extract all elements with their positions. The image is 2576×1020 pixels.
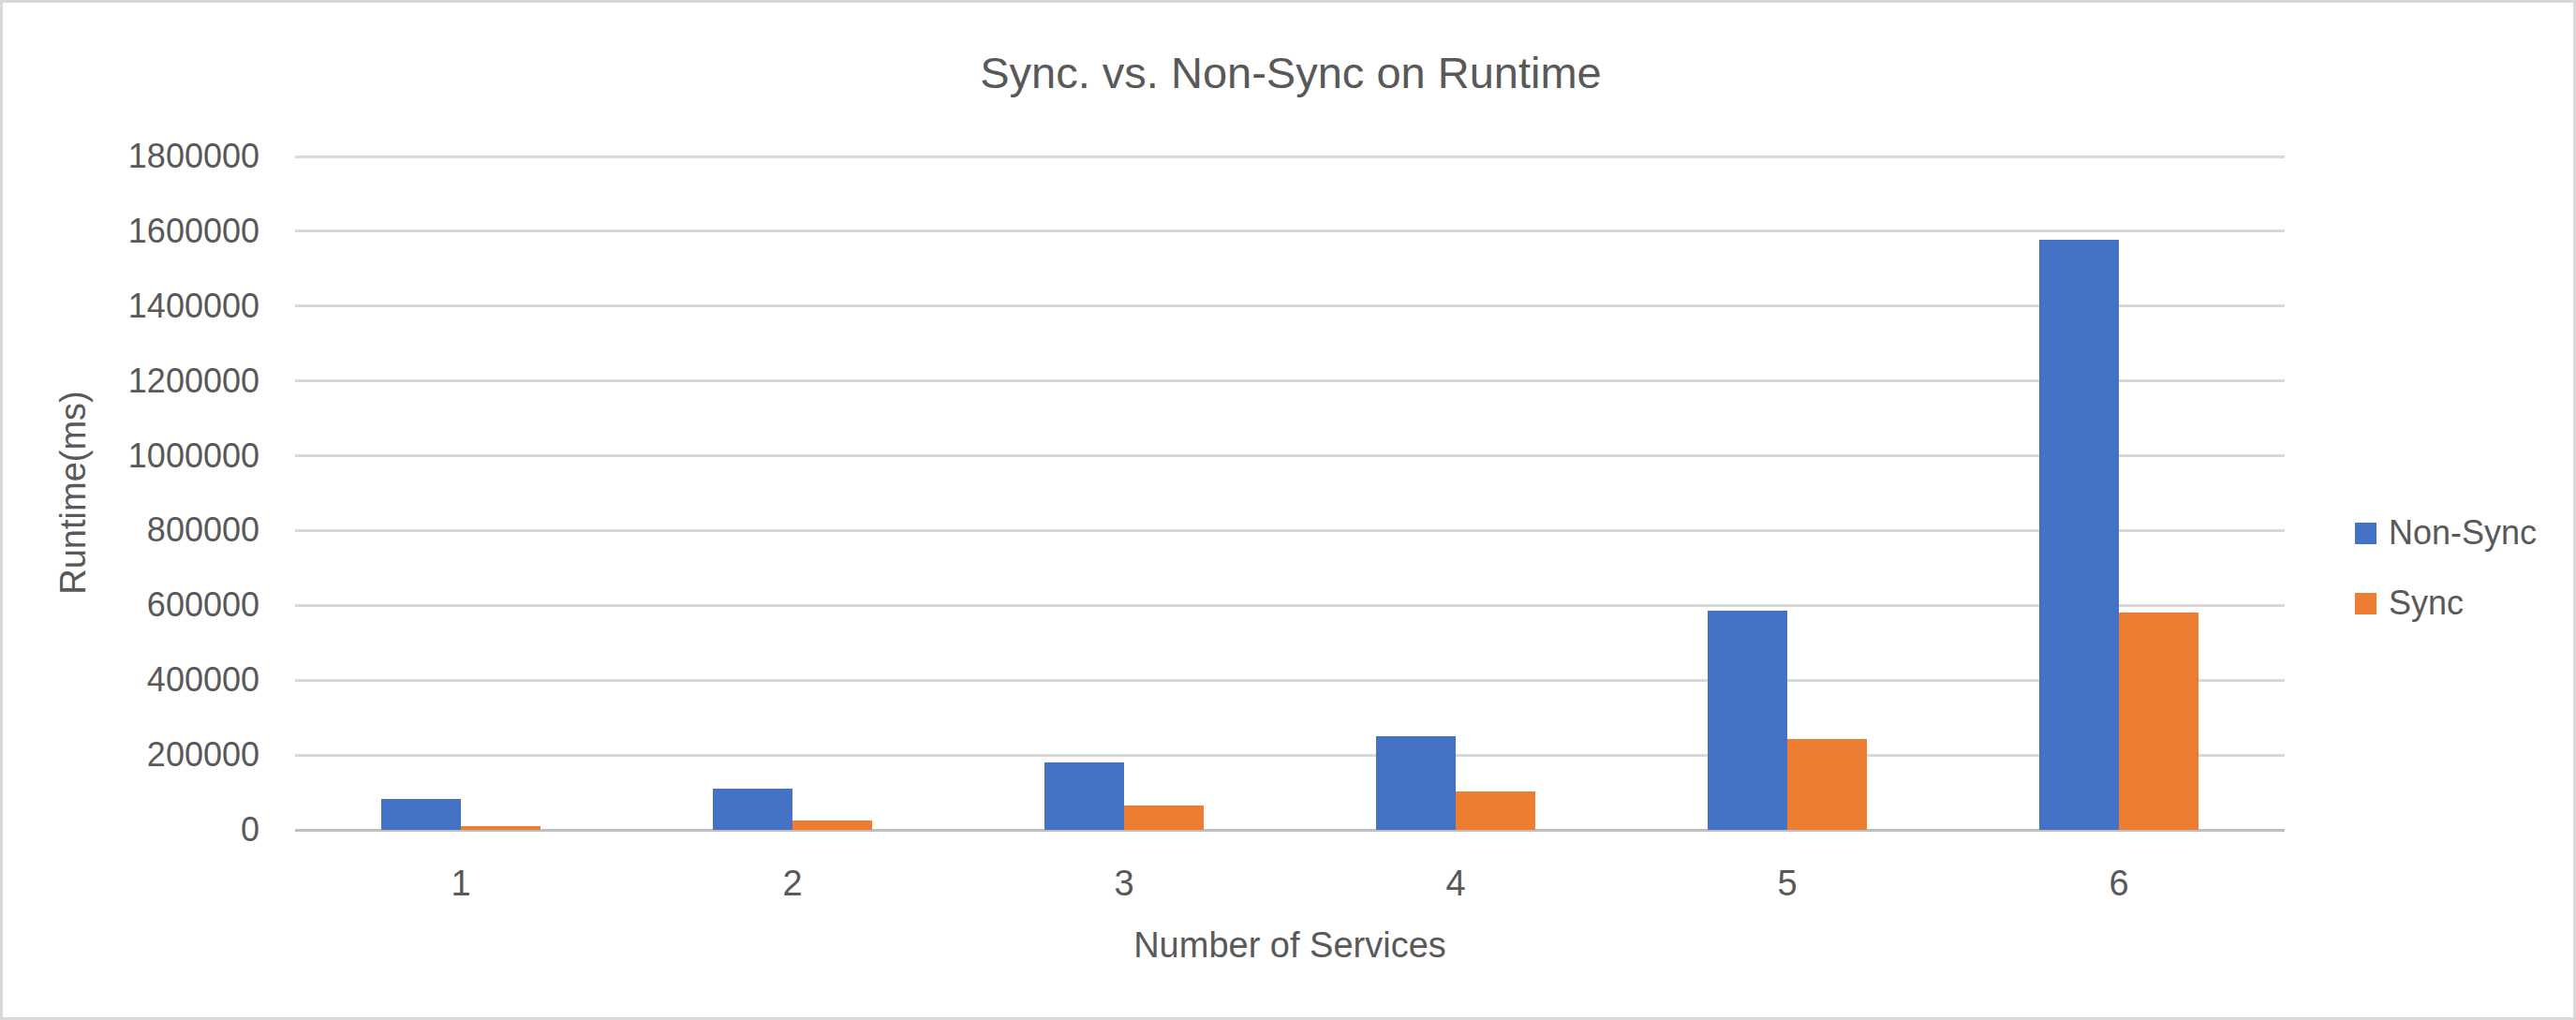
legend-item-non-sync: Non-Sync — [2355, 512, 2537, 554]
y-tick-label: 600000 — [25, 584, 259, 626]
bar-sync-cat5 — [1787, 739, 1867, 830]
x-tick-label: 4 — [1362, 861, 1549, 906]
bar-sync-cat1 — [461, 826, 540, 830]
gridline — [295, 604, 2285, 607]
legend-swatch-non-sync — [2355, 523, 2376, 544]
bar-sync-cat2 — [792, 820, 872, 830]
bar-non-sync-cat1 — [381, 799, 461, 830]
legend-label: Sync — [2389, 584, 2464, 623]
gridline — [295, 379, 2285, 382]
x-tick-label: 1 — [367, 861, 555, 906]
bar-sync-cat4 — [1456, 791, 1535, 830]
y-axis-title: Runtime(ms) — [53, 391, 94, 594]
bar-non-sync-cat6 — [2039, 240, 2119, 830]
x-tick-label: 3 — [1030, 861, 1218, 906]
bar-sync-cat3 — [1124, 806, 1204, 830]
gridline — [295, 155, 2285, 158]
y-tick-label: 1800000 — [25, 136, 259, 177]
y-tick-label: 800000 — [25, 510, 259, 551]
x-axis-line — [295, 829, 2285, 832]
gridline — [295, 229, 2285, 232]
y-tick-label: 1600000 — [25, 211, 259, 252]
bar-non-sync-cat4 — [1376, 736, 1456, 830]
legend-label: Non-Sync — [2389, 513, 2537, 553]
y-tick-label: 0 — [25, 809, 259, 850]
bar-non-sync-cat2 — [713, 789, 792, 830]
y-tick-label: 1400000 — [25, 286, 259, 327]
x-axis-title: Number of Services — [295, 923, 2285, 968]
bar-non-sync-cat3 — [1044, 762, 1124, 830]
gridline — [295, 529, 2285, 532]
x-tick-label: 2 — [699, 861, 886, 906]
x-tick-label: 6 — [2025, 861, 2213, 906]
y-tick-label: 400000 — [25, 659, 259, 701]
bar-sync-cat6 — [2119, 613, 2198, 830]
y-tick-label: 1000000 — [25, 436, 259, 477]
gridline — [295, 454, 2285, 457]
bar-non-sync-cat5 — [1708, 611, 1787, 830]
gridline — [295, 754, 2285, 757]
y-tick-label: 200000 — [25, 734, 259, 776]
chart-title: Sync. vs. Non-Sync on Runtime — [3, 38, 2576, 108]
gridline — [295, 679, 2285, 682]
gridline — [295, 304, 2285, 307]
x-tick-label: 5 — [1694, 861, 1881, 906]
legend-item-sync: Sync — [2355, 583, 2464, 624]
legend-swatch-sync — [2355, 593, 2376, 614]
bar-chart: Sync. vs. Non-Sync on Runtime Runtime(ms… — [0, 0, 2576, 1020]
y-tick-label: 1200000 — [25, 361, 259, 402]
